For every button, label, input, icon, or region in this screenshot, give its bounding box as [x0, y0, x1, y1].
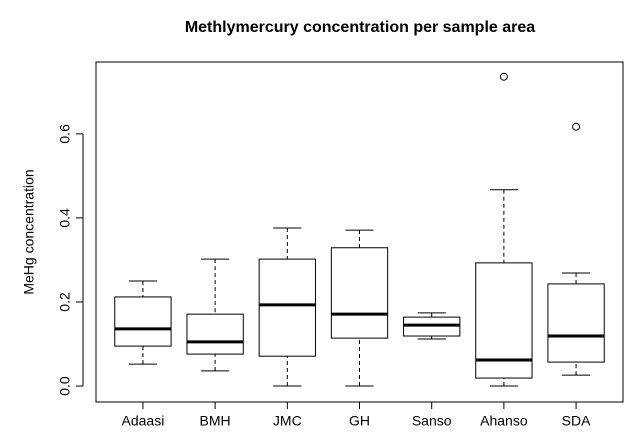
x-tick-label: Adaasi	[122, 413, 165, 429]
box	[547, 283, 605, 363]
y-tick-label: 0.4	[57, 208, 73, 228]
outlier	[499, 72, 508, 81]
x-tick-label: Ahanso	[480, 413, 528, 429]
x-tick-label: Sanso	[412, 413, 452, 429]
x-tick-label: BMH	[200, 413, 231, 429]
box	[330, 247, 389, 339]
y-axis-label: MeHg concentration	[21, 169, 37, 294]
box	[475, 262, 533, 379]
y-tick-label: 0.2	[57, 292, 73, 312]
x-tick-label: JMC	[273, 413, 302, 429]
x-tick-label: SDA	[562, 413, 591, 429]
y-tick-label: 0.0	[57, 376, 73, 396]
y-tick-label: 0.6	[57, 124, 73, 144]
chart-title: Methlymercury concentration per sample a…	[185, 19, 535, 36]
x-tick-label: GH	[349, 413, 370, 429]
outlier	[572, 122, 581, 131]
box	[114, 296, 172, 347]
box	[258, 258, 316, 357]
box	[186, 313, 244, 355]
